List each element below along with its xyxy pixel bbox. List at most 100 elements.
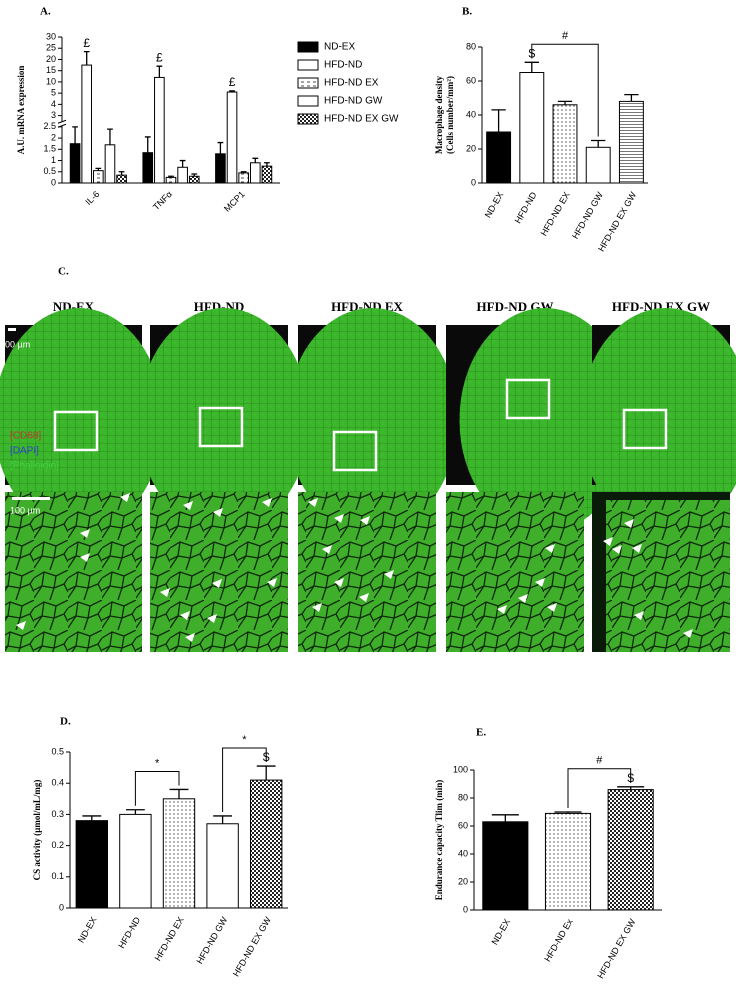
arrowhead	[267, 578, 277, 587]
bar	[261, 165, 273, 184]
y-tick-label: 5	[51, 88, 56, 98]
error-bar	[264, 162, 270, 167]
bar	[618, 100, 644, 184]
error-bar	[72, 126, 78, 144]
y-tick-label: 1.5	[43, 144, 56, 154]
arrowhead	[120, 493, 130, 502]
arrowhead	[80, 553, 90, 562]
arrowhead	[624, 519, 634, 528]
micrograph-zoom	[446, 492, 584, 652]
error-bar	[179, 159, 186, 168]
significance-label: *	[155, 757, 160, 769]
bar	[154, 76, 165, 184]
error-bar	[256, 765, 276, 781]
legend-label: HFD-ND	[324, 60, 362, 71]
bar	[215, 153, 226, 184]
y-axis-label: A.U. mRNA expression	[16, 66, 26, 155]
error-bar	[229, 90, 235, 93]
scale-bar	[8, 328, 16, 331]
significance-label: *	[242, 734, 247, 746]
zoom-box	[53, 410, 99, 452]
arrowhead	[80, 529, 90, 538]
panel-label: E.	[476, 727, 486, 739]
y-tick-label: 60	[458, 820, 468, 830]
panel-label: A.	[40, 6, 51, 18]
x-tick-label: MCP1	[222, 189, 247, 214]
y-tick-label: 0.5	[43, 166, 56, 176]
annotation: £	[156, 50, 163, 64]
tissue	[459, 308, 631, 532]
bar	[165, 176, 177, 184]
bar	[250, 779, 283, 909]
arrowhead	[312, 603, 322, 612]
y-tick-label: 15	[46, 65, 56, 75]
error-bar	[217, 141, 224, 154]
error-bar	[156, 65, 163, 78]
arrowhead	[360, 516, 370, 525]
arrowhead	[183, 501, 193, 510]
stain-label: [DAPI]	[10, 446, 39, 457]
y-axis-label: (Cells number/mm²)	[445, 76, 455, 154]
arrowhead	[160, 588, 170, 597]
arrowhead	[334, 514, 344, 523]
legend-swatch	[297, 113, 319, 125]
bar	[93, 170, 104, 184]
y-tick-label: 2.5	[43, 121, 56, 131]
zoom-box	[332, 430, 378, 472]
significance-label: #	[596, 755, 603, 767]
y-axis-label: Macrophage density	[434, 75, 444, 154]
significance-bracket	[222, 747, 267, 812]
arrowhead	[308, 498, 318, 507]
y-tick-label: 30	[46, 31, 56, 41]
y-tick-label: 80	[458, 792, 468, 802]
y-tick-label: 4	[51, 99, 56, 109]
y-tick-label: 10	[46, 76, 56, 86]
y-axis-label: Endurance capacity Tlim (min)	[434, 780, 444, 901]
x-tick-label: HFD-ND	[513, 190, 539, 225]
error-bar	[213, 815, 233, 824]
arrowhead	[334, 578, 344, 587]
micrograph-zoom	[150, 492, 288, 652]
panel-label: D.	[60, 716, 71, 728]
y-tick-label: 0	[51, 177, 56, 187]
bar	[119, 813, 152, 909]
bar	[81, 64, 93, 184]
bar	[585, 146, 611, 184]
y-tick-label: 60	[466, 75, 476, 85]
bar	[104, 144, 116, 184]
legend-swatch	[297, 41, 319, 53]
x-tick-label: HFD-ND EX GW	[595, 917, 637, 980]
error-bar	[617, 786, 645, 790]
axis-break	[59, 122, 65, 127]
arrowhead	[632, 544, 642, 553]
legend-label: HFD-ND GW	[324, 96, 383, 107]
y-tick-label: 0	[463, 904, 468, 914]
x-tick-label: ND-EX	[489, 917, 512, 946]
x-tick-label: HFD-ND GW	[570, 190, 605, 241]
micrograph-zoom	[606, 500, 730, 652]
y-tick-label: 20	[458, 876, 468, 886]
error-bar	[591, 139, 606, 148]
error-bar	[557, 100, 573, 105]
significance-bracket	[531, 43, 599, 137]
arrowhead	[322, 545, 332, 554]
bar	[552, 104, 578, 184]
error-bar	[252, 157, 259, 163]
y-tick-label: 25	[46, 43, 56, 53]
x-tick-label: ND-EX	[483, 190, 506, 219]
arrowhead	[16, 621, 26, 630]
y-tick-label: 40	[458, 848, 468, 858]
y-tick-label: 1	[51, 155, 56, 165]
arrowhead	[497, 605, 507, 614]
arrowhead	[384, 570, 394, 579]
error-bar	[491, 109, 506, 132]
x-tick-label: ND-EX	[76, 915, 99, 944]
y-tick-label: 20	[466, 143, 476, 153]
bar	[226, 91, 238, 184]
axis-break	[57, 119, 67, 124]
panel-label: C.	[58, 266, 69, 278]
bar	[142, 152, 154, 184]
legend-label: ND-EX	[324, 42, 355, 53]
bar	[75, 820, 108, 909]
arrowhead	[634, 611, 644, 620]
